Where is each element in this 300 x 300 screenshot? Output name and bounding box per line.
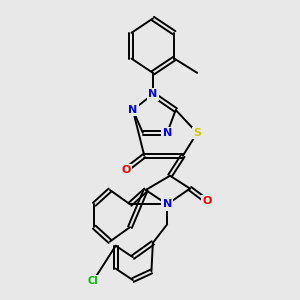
Text: N: N	[128, 105, 137, 115]
Text: S: S	[193, 128, 201, 138]
Text: Cl: Cl	[88, 277, 98, 286]
Text: N: N	[148, 89, 158, 99]
Text: N: N	[163, 199, 172, 209]
Text: O: O	[202, 196, 212, 206]
Text: O: O	[121, 165, 130, 175]
Text: N: N	[163, 128, 172, 138]
